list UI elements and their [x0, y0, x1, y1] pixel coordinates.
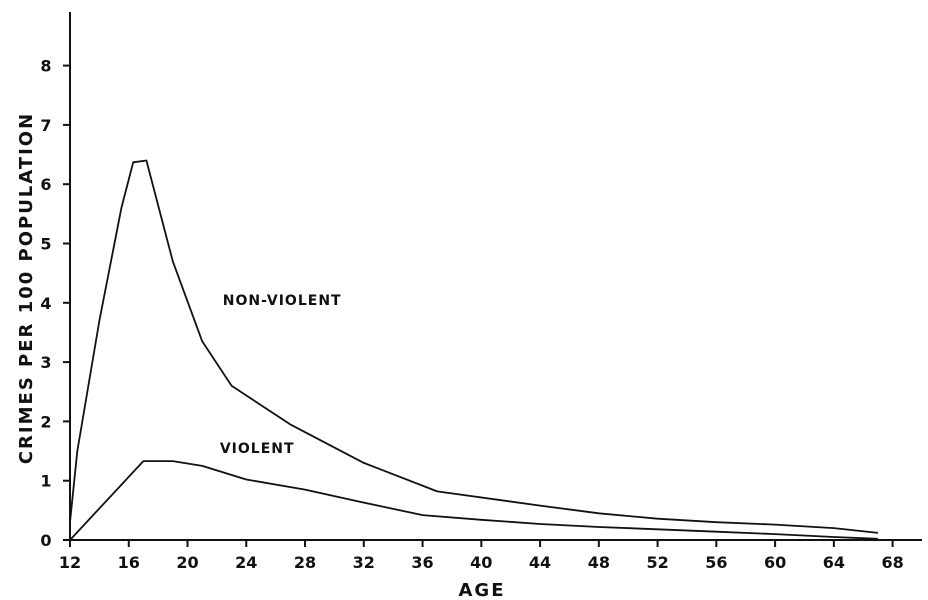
y-tick-label: 2 [40, 412, 51, 431]
y-tick-label: 6 [40, 175, 51, 194]
x-tick-label: 20 [176, 553, 198, 572]
y-tick-label: 4 [40, 294, 51, 313]
y-tick-label: 0 [40, 531, 51, 550]
y-tick-label: 7 [40, 116, 51, 135]
x-axis-title: AGE [458, 580, 505, 600]
x-tick-label: 48 [588, 553, 610, 572]
y-tick-label: 1 [40, 472, 51, 491]
series-line-non-violent [69, 159, 878, 534]
x-tick-label: 52 [646, 553, 668, 572]
x-tick-label: 56 [705, 553, 727, 572]
x-tick-label: 36 [411, 553, 433, 572]
x-tick-label: 12 [59, 553, 81, 572]
series-label-non-violent: NON-VIOLENT [223, 293, 342, 309]
x-tick-label: 40 [470, 553, 492, 572]
axes [69, 12, 922, 541]
x-tick-label: 28 [294, 553, 316, 572]
x-tick-label: 24 [235, 553, 257, 572]
x-ticks: 12 16 20 24 28 32 36 40 44 48 52 56 60 64 68 [59, 540, 904, 572]
x-tick-label: 68 [881, 553, 903, 572]
series-label-violent: VIOLENT [220, 441, 295, 457]
y-tick-label: 3 [40, 353, 51, 372]
y-tick-label: 5 [40, 235, 51, 254]
x-tick-label: 60 [764, 553, 786, 572]
y-ticks: 0 1 2 3 4 5 6 7 8 [40, 57, 70, 550]
y-tick-label: 8 [40, 57, 51, 76]
series-line-violent [69, 460, 878, 541]
x-tick-label: 32 [353, 553, 375, 572]
series-layer [69, 159, 878, 541]
x-tick-label: 64 [823, 553, 845, 572]
x-tick-label: 44 [529, 553, 551, 572]
y-axis-title: CRIMES PER 100 POPULATION [16, 112, 37, 464]
x-tick-label: 16 [118, 553, 140, 572]
